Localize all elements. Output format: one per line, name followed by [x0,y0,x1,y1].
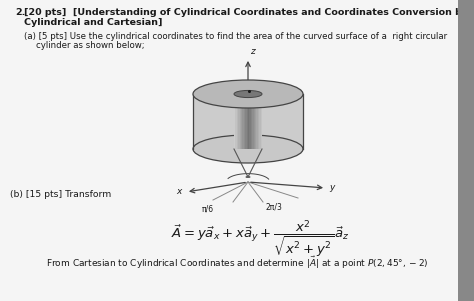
Ellipse shape [234,90,262,98]
Bar [242,94,244,149]
Text: 2π/3: 2π/3 [266,202,283,211]
Text: (b) [15 pts] Transform: (b) [15 pts] Transform [10,190,111,199]
Text: z: z [250,47,255,56]
Bar [252,94,254,149]
Bar [241,94,242,149]
Text: [20 pts]  [Understanding of Cylindrical Coordinates and Coordinates Conversion b: [20 pts] [Understanding of Cylindrical C… [24,8,474,17]
Bar [248,94,249,149]
Bar [249,94,251,149]
Bar [234,94,236,149]
Bar [236,94,237,149]
Text: 2m: 2m [254,86,266,95]
Bar [261,94,262,149]
Bar [244,94,245,149]
Text: Cylindrical and Cartesian]: Cylindrical and Cartesian] [24,18,163,27]
Ellipse shape [193,80,303,108]
Bar [254,94,255,149]
Text: x: x [177,188,182,197]
Text: cylinder as shown below;: cylinder as shown below; [36,41,145,50]
Text: 5 m: 5 m [229,86,244,95]
Bar [245,94,246,149]
Bar [259,94,261,149]
Bar [238,94,239,149]
Text: $\vec{A} = y\vec{a}_x + x\vec{a}_y + \dfrac{x^2}{\sqrt{x^2 + y^2}}\vec{a}_z$: $\vec{A} = y\vec{a}_x + x\vec{a}_y + \df… [171,218,349,259]
Bar [251,94,252,149]
Text: 2.: 2. [15,8,26,17]
Bar [255,94,256,149]
Bar [258,94,259,149]
Bar [239,94,241,149]
Bar [256,94,258,149]
Text: (a) [5 pts] Use the cylindrical coordinates to find the area of the curved surfa: (a) [5 pts] Use the cylindrical coordina… [24,32,447,41]
Bar [246,94,248,149]
Bar [193,94,303,149]
Bar [458,0,474,301]
Ellipse shape [193,135,303,163]
Bar [237,94,238,149]
Text: y: y [329,184,334,193]
Text: From Cartesian to Cylindrical Coordinates and determine $|\vec{A}|$ at a point $: From Cartesian to Cylindrical Coordinate… [46,255,428,271]
Text: π/6: π/6 [202,204,214,213]
Ellipse shape [246,176,250,178]
